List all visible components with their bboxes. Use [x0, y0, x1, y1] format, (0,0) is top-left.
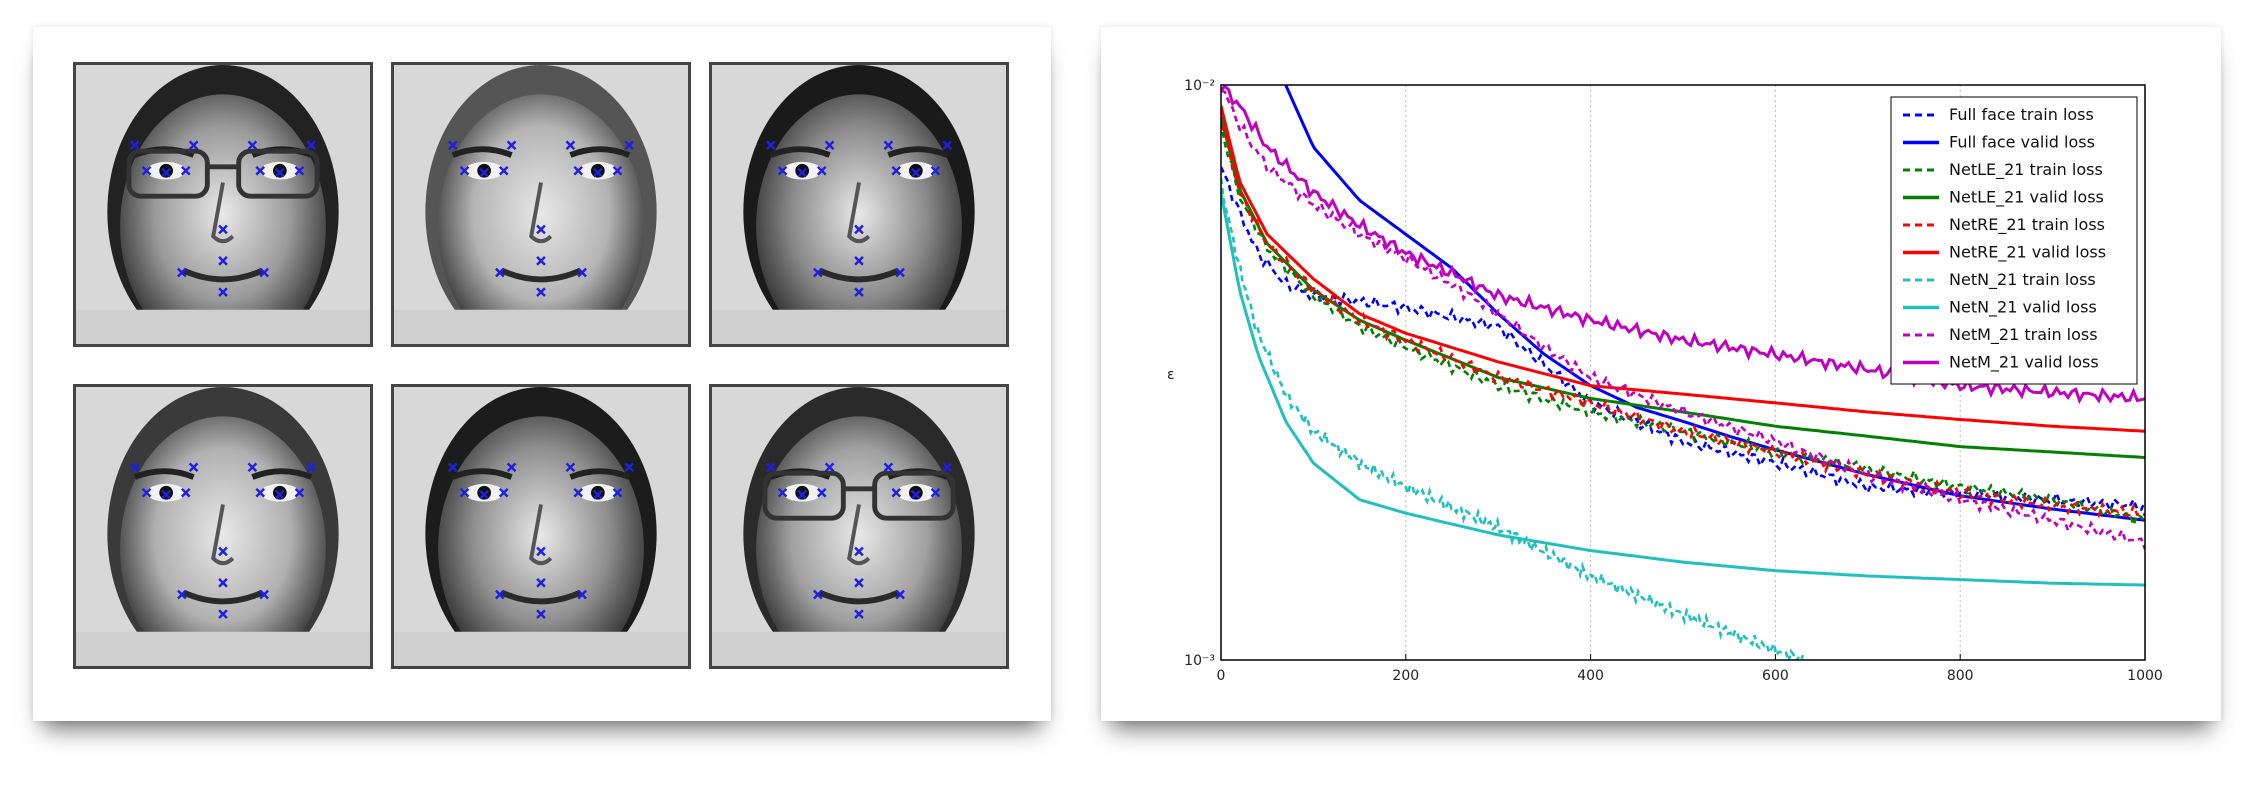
plot-frame: [1220, 84, 2146, 661]
y-axis-label: ε: [1167, 367, 1175, 383]
series-line: [1221, 85, 2145, 405]
series-line: [1221, 105, 2145, 433]
plot-series: [1221, 85, 2145, 660]
legend-entry: NetM_21 train loss: [1949, 325, 2098, 345]
series-line: [1221, 166, 2145, 514]
series-line: [1221, 177, 1805, 660]
x-tick-label: 0: [1217, 668, 1226, 684]
face-image: [709, 62, 1009, 347]
legend: Full face train loss Full face valid loss…: [1890, 96, 2138, 385]
legend-entry: NetLE_21 train loss: [1949, 160, 2103, 180]
faces-panel: [33, 27, 1051, 721]
loss-chart: 0 200 400 600 800 1000 10⁻² 10⁻³ ε Full face tr…: [1167, 78, 2163, 684]
x-tick-label: 400: [1577, 668, 1604, 684]
x-tick-label: 800: [1947, 668, 1974, 684]
plot-ticks: 0 200 400 600 800 1000 10⁻² 10⁻³: [1184, 78, 2163, 684]
face-image: [391, 62, 691, 347]
face-image: [391, 384, 691, 669]
series-line: [1221, 89, 2145, 550]
face-image: [73, 384, 373, 669]
legend-entry: Full face valid loss: [1949, 133, 2095, 152]
x-tick-label: 200: [1392, 668, 1419, 684]
legend-entry: NetRE_21 valid loss: [1949, 243, 2106, 263]
series-line: [1221, 125, 2145, 519]
y-tick-label: 10⁻²: [1184, 78, 1215, 94]
series-line: [1221, 121, 2145, 529]
legend-entry: NetLE_21 valid loss: [1949, 188, 2104, 208]
legend-entry: Full face train loss: [1949, 105, 2094, 124]
series-line: [1221, 192, 2145, 587]
x-tick-label: 600: [1762, 668, 1789, 684]
legend-entry: NetRE_21 train loss: [1949, 215, 2105, 235]
legend-entry: NetN_21 train loss: [1949, 270, 2096, 290]
face-image: [73, 62, 373, 347]
y-tick-label: 10⁻³: [1184, 653, 1215, 669]
legend-entry: NetM_21 valid loss: [1949, 353, 2099, 373]
x-tick-label: 1000: [2127, 668, 2163, 684]
legend-entry: NetN_21 valid loss: [1949, 298, 2097, 318]
chart-panel: 0 200 400 600 800 1000 10⁻² 10⁻³ ε Full face tr…: [1101, 27, 2221, 721]
face-image: [709, 384, 1009, 669]
